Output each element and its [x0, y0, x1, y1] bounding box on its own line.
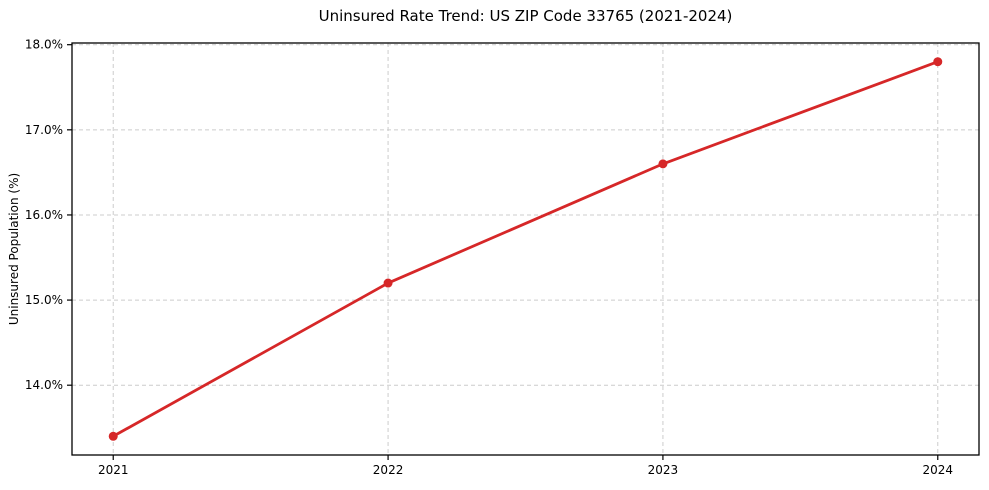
- y-tick-label: 14.0%: [25, 378, 63, 392]
- x-tick-label: 2022: [373, 463, 404, 477]
- data-point: [383, 278, 393, 288]
- chart-title: Uninsured Rate Trend: US ZIP Code 33765 …: [318, 7, 733, 25]
- y-tick-label: 18.0%: [25, 38, 63, 52]
- x-tick-label: 2024: [922, 463, 953, 477]
- x-tick-label: 2023: [648, 463, 679, 477]
- x-tick-label: 2021: [98, 463, 129, 477]
- data-point: [658, 159, 668, 169]
- y-tick-label: 17.0%: [25, 123, 63, 137]
- y-tick-label: 16.0%: [25, 208, 63, 222]
- data-point: [108, 431, 118, 441]
- plot-border: [71, 42, 980, 456]
- trend-line: [111, 60, 940, 438]
- data-point: [933, 57, 943, 67]
- y-tick-label: 15.0%: [25, 293, 63, 307]
